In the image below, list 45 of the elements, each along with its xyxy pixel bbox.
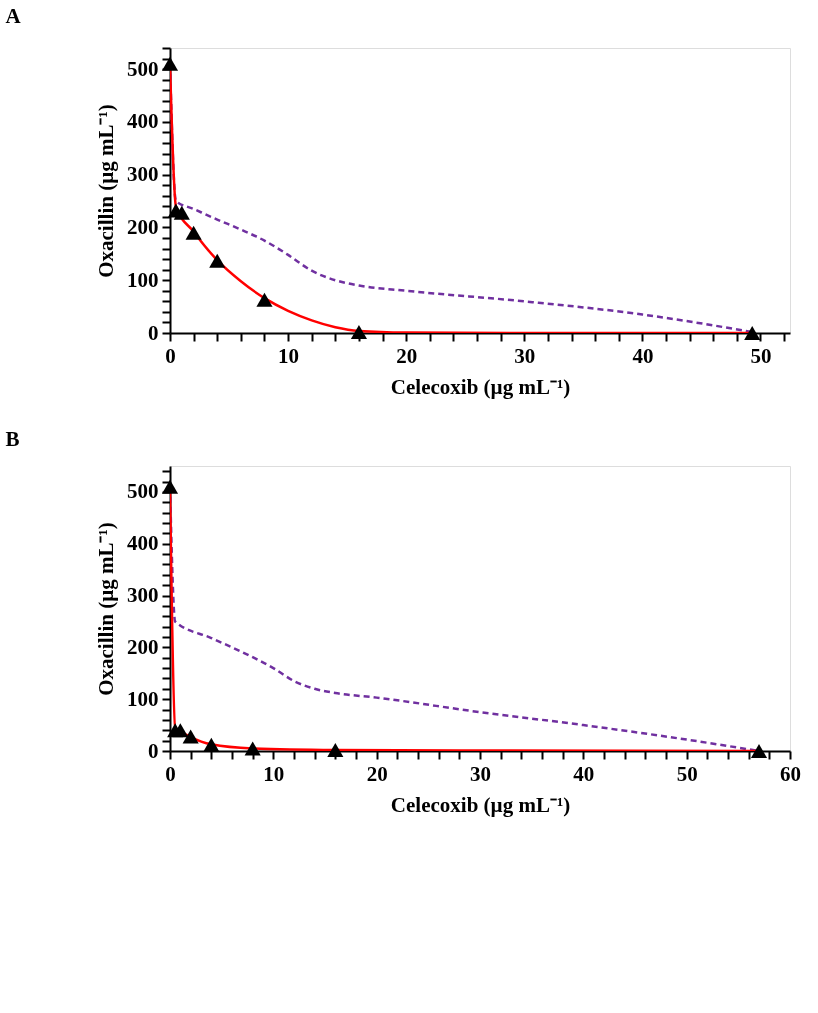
y-tick-label: 200 <box>127 634 159 659</box>
x-tick-label: 10 <box>278 343 300 368</box>
point <box>327 742 344 757</box>
y-tick-label: 100 <box>127 686 159 711</box>
x-tick-label: 40 <box>573 761 595 786</box>
y-tick-label: 200 <box>127 214 159 239</box>
x-tick-label: 40 <box>632 343 654 368</box>
y-tick-label: 100 <box>127 267 159 292</box>
x-tick-label: 0 <box>165 343 176 368</box>
y-tick-label: 300 <box>127 162 159 187</box>
point <box>209 253 226 268</box>
point <box>172 723 189 738</box>
x-tick-label: 50 <box>750 343 772 368</box>
x-tick-label: 50 <box>676 761 698 786</box>
point <box>203 737 220 752</box>
y-tick-label: 0 <box>148 738 159 763</box>
x-tick-label: 30 <box>514 343 536 368</box>
y-tick-label: 400 <box>127 109 159 134</box>
x-tick-label: 10 <box>263 761 285 786</box>
point <box>350 324 368 339</box>
point <box>256 292 273 307</box>
point <box>185 225 202 240</box>
point <box>173 205 190 220</box>
chart-title: A <box>5 4 22 28</box>
x-tick-label: 30 <box>470 761 491 786</box>
y-tick-label: 400 <box>127 531 159 556</box>
point <box>244 741 261 756</box>
point <box>744 326 761 340</box>
chart-title: B <box>5 427 20 452</box>
x-tick-label: 60 <box>780 761 801 786</box>
y-axis-title: Oxacillin (µg mL⁻¹) <box>94 104 118 278</box>
point <box>161 479 179 494</box>
x-tick-label: 20 <box>396 343 418 368</box>
x-axis-title: Celecoxib (µg mL⁻¹) <box>390 374 571 399</box>
x-axis-title: Celecoxib (µg mL⁻¹) <box>390 792 571 817</box>
point <box>750 744 768 758</box>
x-tick-label: 0 <box>165 761 176 786</box>
y-axis-title: Oxacillin (µg mL⁻¹) <box>94 522 118 696</box>
y-tick-label: 500 <box>127 479 159 504</box>
point <box>182 729 199 744</box>
y-tick-label: 500 <box>127 56 159 81</box>
y-tick-label: 300 <box>127 583 159 608</box>
x-tick-label: 20 <box>366 761 388 786</box>
point <box>161 56 179 71</box>
y-tick-label: 0 <box>148 320 159 345</box>
